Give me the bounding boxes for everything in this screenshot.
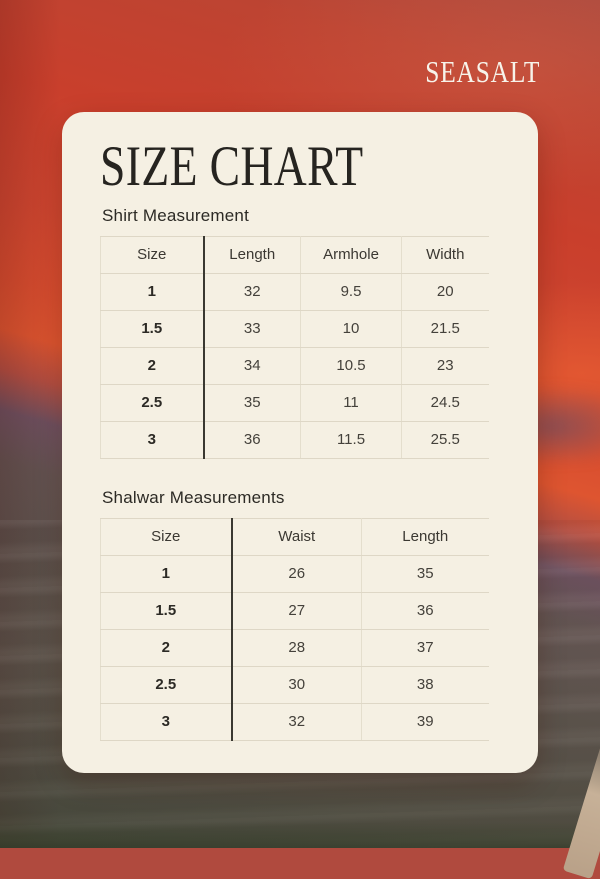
cell-length: 36 xyxy=(203,420,301,459)
table-row: 1.5 33 10 21.5 xyxy=(100,309,489,348)
cell-width: 20 xyxy=(401,272,489,311)
cell-size: 2 xyxy=(100,628,233,667)
column-header-length: Length xyxy=(203,235,301,274)
table-row: 2 34 10.5 23 xyxy=(100,346,489,385)
cell-width: 23 xyxy=(401,346,489,385)
cell-waist: 32 xyxy=(231,702,362,741)
cell-length: 39 xyxy=(361,702,489,741)
column-header-width: Width xyxy=(401,235,489,274)
cell-width: 24.5 xyxy=(401,383,489,422)
shalwar-measurement-table: Size Waist Length 1 26 35 1.5 27 36 2 28… xyxy=(100,517,489,741)
size-chart-card: SIZE CHART Shirt Measurement Size Length… xyxy=(62,112,538,773)
table-header-row: Size Length Armhole Width xyxy=(100,235,489,274)
page-title: SIZE CHART xyxy=(100,135,364,198)
cell-armhole: 10.5 xyxy=(300,346,402,385)
cell-size: 3 xyxy=(100,702,233,741)
column-header-waist: Waist xyxy=(231,517,362,556)
cell-width: 21.5 xyxy=(401,309,489,348)
cell-size: 2.5 xyxy=(100,383,205,422)
table-row: 2.5 30 38 xyxy=(100,665,489,704)
column-header-size: Size xyxy=(100,517,233,556)
cell-waist: 28 xyxy=(231,628,362,667)
table-row: 2 28 37 xyxy=(100,628,489,667)
column-header-length: Length xyxy=(361,517,489,556)
column-header-armhole: Armhole xyxy=(300,235,402,274)
cell-armhole: 11 xyxy=(300,383,402,422)
cell-length: 33 xyxy=(203,309,301,348)
table-row: 1.5 27 36 xyxy=(100,591,489,630)
cell-size: 2.5 xyxy=(100,665,233,704)
cell-size: 2 xyxy=(100,346,205,385)
cell-length: 38 xyxy=(361,665,489,704)
cell-waist: 30 xyxy=(231,665,362,704)
table-row: 1 26 35 xyxy=(100,554,489,593)
cell-size: 1 xyxy=(100,554,233,593)
cell-armhole: 11.5 xyxy=(300,420,402,459)
cell-length: 35 xyxy=(361,554,489,593)
cell-length: 35 xyxy=(203,383,301,422)
cell-armhole: 10 xyxy=(300,309,402,348)
cell-length: 34 xyxy=(203,346,301,385)
cell-waist: 27 xyxy=(231,591,362,630)
column-header-size: Size xyxy=(100,235,205,274)
shore-band xyxy=(0,822,600,848)
cell-size: 1.5 xyxy=(100,309,205,348)
cell-length: 37 xyxy=(361,628,489,667)
table-row: 3 32 39 xyxy=(100,702,489,741)
shirt-section-heading: Shirt Measurement xyxy=(102,205,250,225)
cell-size: 3 xyxy=(100,420,205,459)
cell-length: 36 xyxy=(361,591,489,630)
table-row: 1 32 9.5 20 xyxy=(100,272,489,311)
table-row: 2.5 35 11 24.5 xyxy=(100,383,489,422)
cell-armhole: 9.5 xyxy=(300,272,402,311)
cell-width: 25.5 xyxy=(401,420,489,459)
brand-logo: SEASALT xyxy=(425,54,540,89)
cell-waist: 26 xyxy=(231,554,362,593)
cell-length: 32 xyxy=(203,272,301,311)
shirt-measurement-table: Size Length Armhole Width 1 32 9.5 20 1.… xyxy=(100,235,489,459)
cell-size: 1 xyxy=(100,272,205,311)
table-row: 3 36 11.5 25.5 xyxy=(100,420,489,459)
shalwar-section-heading: Shalwar Measurements xyxy=(102,487,285,507)
table-header-row: Size Waist Length xyxy=(100,517,489,556)
cell-size: 1.5 xyxy=(100,591,233,630)
